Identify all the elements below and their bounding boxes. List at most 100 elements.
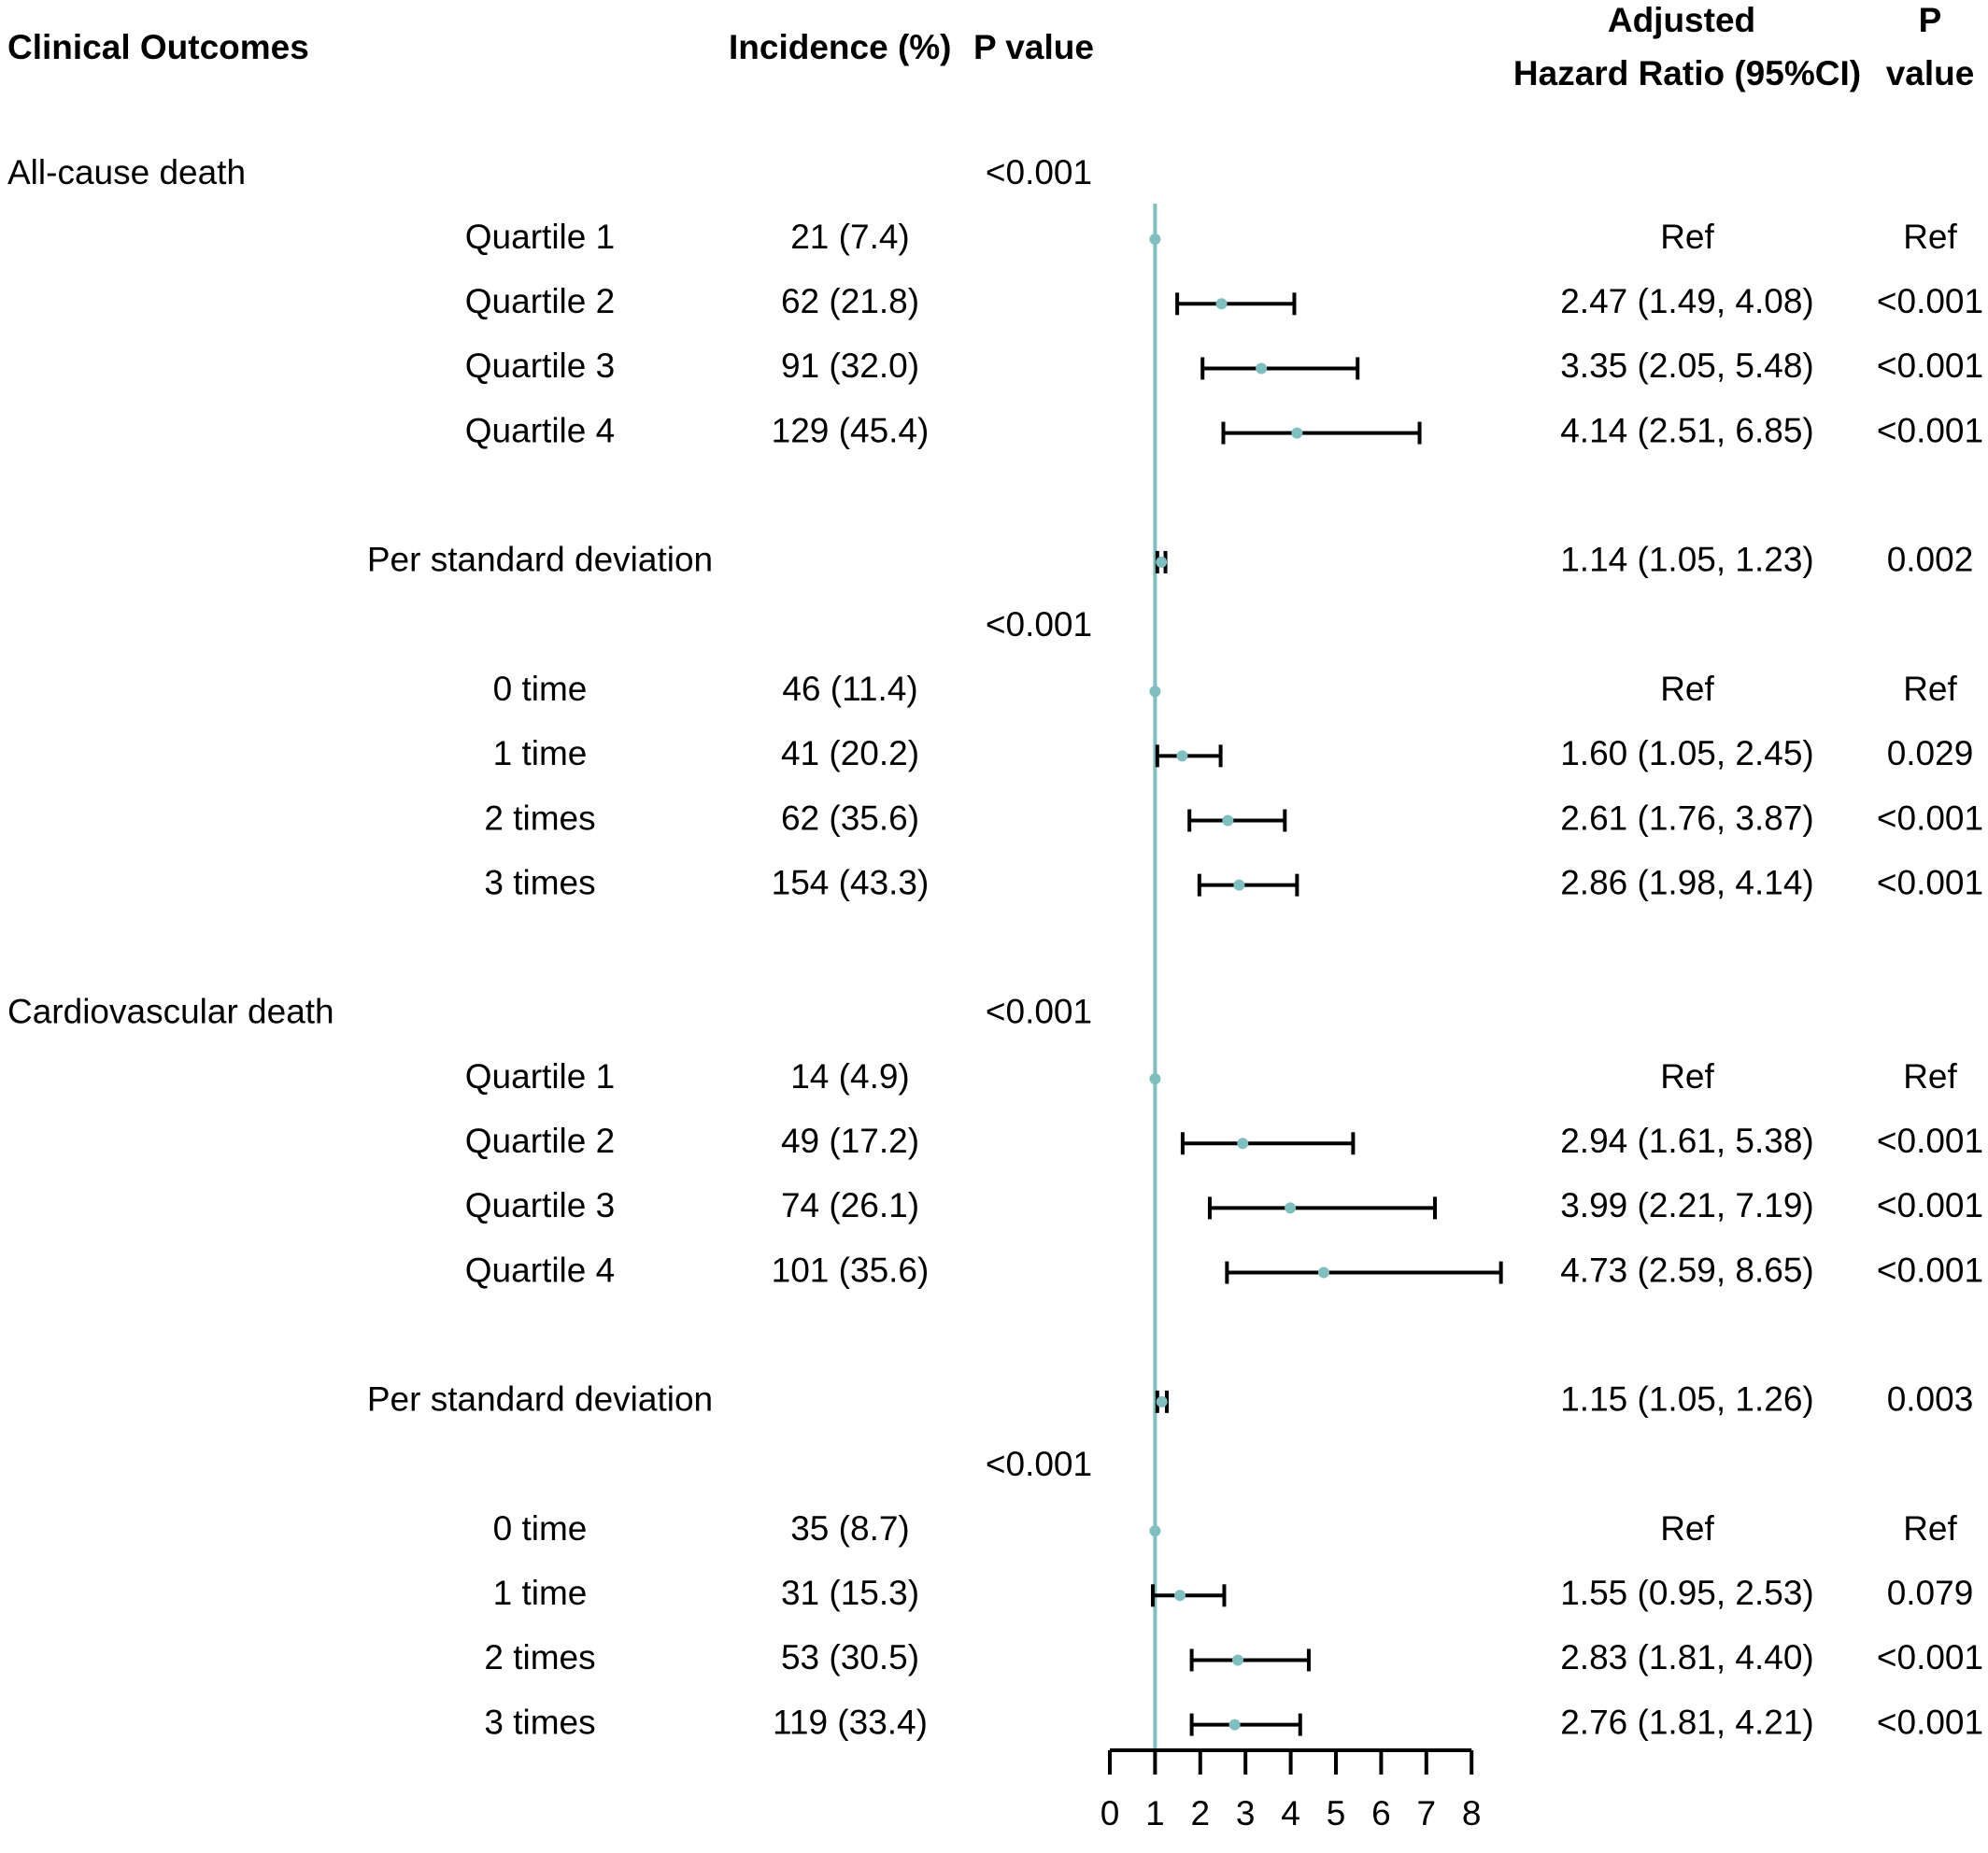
row-p-value: <0.001 [1877, 1703, 1983, 1741]
header-p-value: P value [973, 28, 1094, 66]
row-incidence: 53 (30.5) [781, 1638, 919, 1676]
row-hazard-ratio: Ref [1660, 670, 1714, 708]
row-p-value: <0.001 [1877, 282, 1983, 320]
row-hazard-ratio: 2.94 (1.61, 5.38) [1560, 1122, 1814, 1160]
header-clinical-outcomes: Clinical Outcomes [7, 28, 309, 66]
row-hazard-ratio: 2.83 (1.81, 4.40) [1560, 1638, 1814, 1676]
header-adjusted: Adjusted [1608, 1, 1755, 39]
row-p-value: <0.001 [1877, 863, 1983, 901]
row-incidence: 119 (33.4) [773, 1703, 928, 1741]
row-label: Per standard deviation [367, 541, 713, 579]
x-tick-label: 2 [1191, 1794, 1211, 1832]
row-label: Quartile 2 [465, 1122, 615, 1160]
section-p-value: <0.001 [986, 993, 1092, 1031]
row-p-value: 0.079 [1887, 1574, 1974, 1612]
row-label: 3 times [484, 863, 595, 901]
hazard-ratio-point [1149, 1525, 1161, 1537]
hazard-ratio-point [1317, 1266, 1329, 1279]
hazard-ratio-point [1285, 1202, 1297, 1214]
hazard-ratio-point [1228, 1719, 1241, 1731]
row-p-value: Ref [1903, 670, 1957, 708]
section-p-value: <0.001 [986, 605, 1092, 644]
row-hazard-ratio: 2.86 (1.98, 4.14) [1560, 863, 1814, 901]
hazard-ratio-point [1149, 686, 1161, 698]
row-hazard-ratio: 1.14 (1.05, 1.23) [1560, 541, 1814, 579]
row-label: 2 times [484, 1638, 595, 1676]
x-tick-label: 1 [1145, 1794, 1165, 1832]
row-p-value: 0.003 [1887, 1380, 1974, 1419]
row-incidence: 21 (7.4) [790, 218, 910, 256]
row-hazard-ratio: 3.35 (2.05, 5.48) [1560, 347, 1814, 385]
row-p-value: Ref [1903, 218, 1957, 256]
hazard-ratio-point [1215, 298, 1228, 310]
row-label: 0 time [493, 670, 588, 708]
row-hazard-ratio: 4.14 (2.51, 6.85) [1560, 411, 1814, 449]
row-hazard-ratio: Ref [1660, 1057, 1714, 1096]
row-hazard-ratio: Ref [1660, 1509, 1714, 1548]
x-tick-label: 7 [1417, 1794, 1437, 1832]
row-label: Quartile 1 [465, 1057, 615, 1096]
row-incidence: 129 (45.4) [772, 411, 930, 449]
row-p-value: Ref [1903, 1057, 1957, 1096]
row-incidence: 62 (21.8) [781, 282, 919, 320]
row-label: 2 times [484, 799, 595, 837]
hazard-ratio-point [1156, 556, 1168, 568]
row-label: Quartile 3 [465, 1186, 615, 1224]
section-p-value: <0.001 [986, 1445, 1092, 1483]
row-p-value: 0.029 [1887, 734, 1974, 772]
hazard-ratio-point [1233, 879, 1245, 891]
header-p-value-2: value [1886, 54, 1975, 92]
row-p-value: 0.002 [1887, 541, 1974, 579]
row-p-value: <0.001 [1877, 1122, 1983, 1160]
hazard-ratio-point [1222, 814, 1234, 827]
x-tick-label: 6 [1371, 1794, 1391, 1832]
row-p-value: <0.001 [1877, 1251, 1983, 1289]
x-tick-label: 0 [1100, 1794, 1120, 1832]
hazard-ratio-point [1237, 1138, 1249, 1150]
row-incidence: 62 (35.6) [781, 799, 919, 837]
row-incidence: 74 (26.1) [781, 1186, 919, 1224]
row-incidence: 31 (15.3) [781, 1574, 919, 1612]
row-label: Quartile 4 [465, 1251, 615, 1289]
row-incidence: 91 (32.0) [781, 347, 919, 385]
row-hazard-ratio: 1.55 (0.95, 2.53) [1560, 1574, 1814, 1612]
row-hazard-ratio: 2.76 (1.81, 4.21) [1560, 1703, 1814, 1741]
row-label: 1 time [493, 1574, 588, 1612]
row-hazard-ratio: Ref [1660, 218, 1714, 256]
hazard-ratio-point [1256, 362, 1268, 375]
row-incidence: 35 (8.7) [790, 1509, 910, 1548]
table-headers: Clinical Outcomes Incidence (%) P value … [7, 1, 1974, 92]
row-incidence: 14 (4.9) [790, 1057, 910, 1096]
row-label: Quartile 3 [465, 347, 615, 385]
x-tick-label: 4 [1281, 1794, 1300, 1832]
x-tick-label: 5 [1327, 1794, 1346, 1832]
row-hazard-ratio: 2.61 (1.76, 3.87) [1560, 799, 1814, 837]
row-p-value: <0.001 [1877, 1186, 1983, 1224]
row-hazard-ratio: 1.60 (1.05, 2.45) [1560, 734, 1814, 772]
row-label: Quartile 4 [465, 411, 615, 449]
hazard-ratio-point [1176, 750, 1188, 762]
section-p-value: <0.001 [986, 153, 1092, 191]
row-p-value: <0.001 [1877, 411, 1983, 449]
x-tick-label: 3 [1236, 1794, 1256, 1832]
hazard-ratio-point [1231, 1654, 1243, 1666]
row-p-value: <0.001 [1877, 799, 1983, 837]
section-label: All-cause death [7, 153, 246, 191]
row-p-value: <0.001 [1877, 347, 1983, 385]
row-incidence: 154 (43.3) [772, 863, 930, 901]
x-tick-label: 8 [1462, 1794, 1482, 1832]
table-rows: All-cause death <0.001 Quartile 1 21 (7.4) R… [7, 153, 1983, 1742]
hazard-ratio-point [1291, 427, 1303, 439]
row-p-value: Ref [1903, 1509, 1957, 1548]
row-hazard-ratio: 1.15 (1.05, 1.26) [1560, 1380, 1814, 1419]
hazard-ratio-point [1149, 233, 1161, 246]
header-incidence: Incidence (%) [729, 28, 952, 66]
row-label: Per standard deviation [367, 1380, 713, 1419]
header-p: P [1919, 1, 1942, 39]
row-hazard-ratio: 2.47 (1.49, 4.08) [1560, 282, 1814, 320]
plot-area [1149, 204, 1503, 1750]
row-label: Quartile 2 [465, 282, 615, 320]
row-hazard-ratio: 3.99 (2.21, 7.19) [1560, 1186, 1814, 1224]
section-label: Cardiovascular death [7, 993, 334, 1031]
